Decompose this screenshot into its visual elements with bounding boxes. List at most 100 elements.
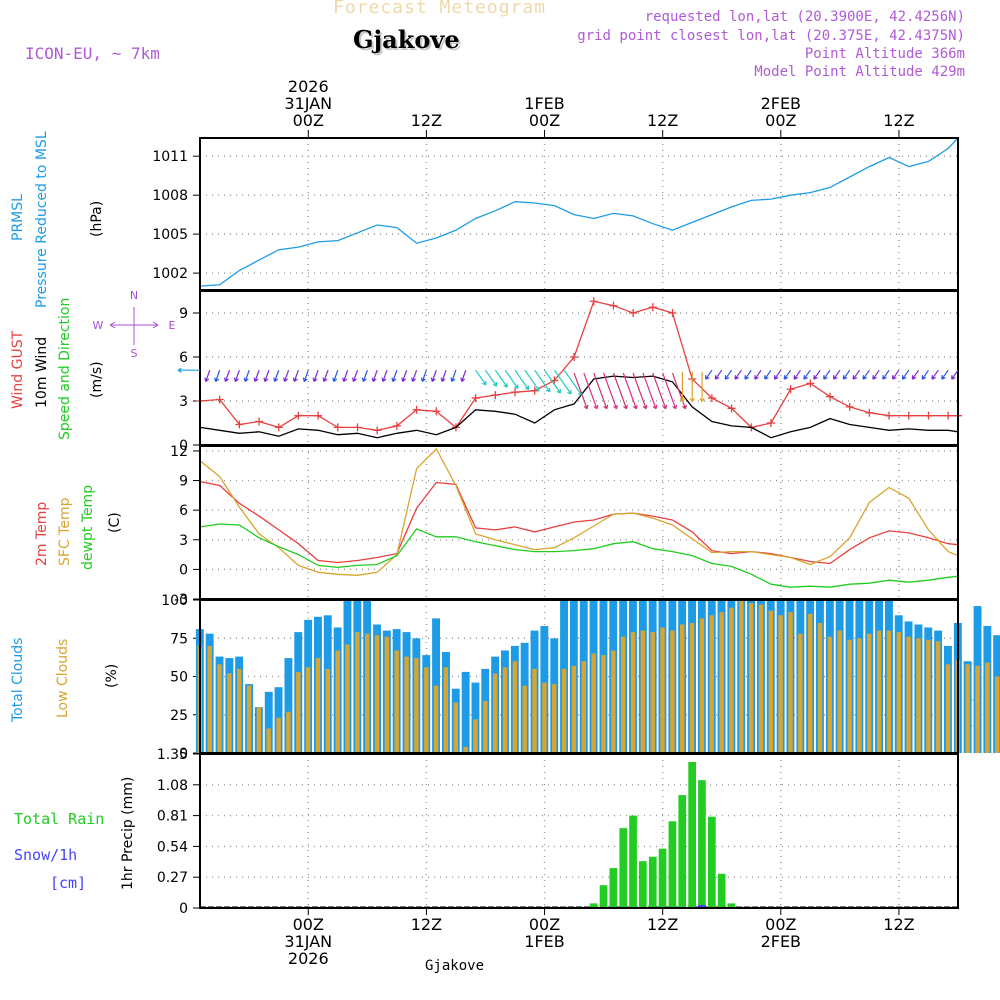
grid-location: grid point closest lon,lat (20.375E, 42.… — [577, 28, 965, 44]
low-cloud-bar — [650, 632, 655, 753]
title-top: Forecast Meteogram — [333, 0, 547, 18]
low-cloud-bar — [798, 633, 803, 753]
low-cloud-bar — [374, 635, 380, 753]
gust-marker — [904, 411, 913, 420]
series-line-2m-temp — [199, 480, 959, 565]
gust-marker — [865, 408, 874, 417]
rain-bar — [688, 762, 696, 908]
y-tick-label: 1008 — [152, 188, 188, 204]
wind-direction-arrow — [622, 372, 638, 410]
wind-direction-arrow — [632, 372, 648, 410]
gust-marker — [530, 386, 539, 395]
wind-direction-arrow — [391, 369, 398, 382]
point-altitude: Point Altitude 366m — [804, 46, 965, 62]
wind-direction-arrow — [342, 369, 349, 382]
low-cloud-bar — [630, 632, 636, 753]
rain-bar — [727, 903, 736, 908]
low-cloud-bar — [660, 627, 665, 753]
wind-direction-arrow — [485, 369, 498, 387]
low-cloud-bar — [808, 613, 813, 753]
y-tick-label: 3 — [179, 394, 188, 410]
gust-marker — [235, 420, 244, 429]
wind-direction-arrow — [783, 369, 792, 380]
low-cloud-bar — [237, 668, 242, 753]
wind-direction-arrow — [911, 369, 920, 380]
rain-bar — [658, 848, 667, 908]
wind-direction-arrow — [361, 369, 368, 382]
top-time-label: 12Z — [411, 111, 442, 130]
series-line-wind-gust — [199, 300, 958, 431]
top-time-label: 00Z — [529, 111, 560, 130]
wind-direction-arrow — [573, 372, 589, 410]
low-cloud-bar — [788, 612, 793, 753]
gust-marker — [944, 411, 953, 420]
wind-direction-arrow — [524, 369, 540, 392]
y-tick-label: 0.54 — [157, 839, 188, 855]
low-cloud-bar — [217, 664, 222, 753]
gust-marker — [589, 297, 598, 306]
low-cloud-bar — [935, 641, 941, 753]
low-cloud-bar — [571, 665, 577, 753]
gust-marker — [412, 405, 421, 414]
low-cloud-bar — [305, 667, 311, 753]
snow-unit: [cm] — [50, 874, 87, 892]
wind-direction-arrow — [901, 369, 910, 380]
wind-direction-arrow — [253, 369, 260, 382]
gust-marker — [570, 353, 579, 361]
footer-city: Gjakove — [425, 958, 485, 974]
panel-frame — [199, 137, 959, 291]
low-cloud-bar — [256, 707, 262, 753]
y-tick-label: 1.35 — [157, 747, 188, 763]
wind-direction-arrow — [862, 369, 870, 380]
total-cloud-bar — [264, 691, 273, 753]
wind-direction-arrow — [273, 369, 280, 382]
y-tick-label: 0 — [179, 438, 188, 454]
wind-direction-arrow — [283, 369, 290, 382]
wind-direction-arrow — [823, 369, 831, 380]
gust-marker — [471, 394, 480, 403]
low-cloud-bar — [542, 682, 547, 753]
low-cloud-bar — [355, 632, 360, 753]
wind-direction-arrow — [420, 369, 427, 382]
low-cloud-bar — [433, 685, 439, 753]
compass-south: S — [131, 347, 138, 360]
wind-direction-arrow — [302, 369, 309, 382]
wind-direction-arrow — [941, 369, 949, 380]
low-cloud-bar — [345, 644, 350, 753]
low-cloud-bar — [995, 676, 1000, 753]
low-cloud-bar — [325, 668, 330, 753]
wind-direction-arrow — [773, 369, 782, 380]
wind-direction-arrow — [612, 372, 628, 410]
low-cloud-bar — [916, 638, 921, 754]
low-cloud-bar — [296, 671, 301, 753]
low-cloud-bar — [689, 623, 695, 753]
rain-bar — [648, 856, 657, 908]
low-cloud-bar — [512, 661, 518, 753]
gust-marker — [845, 402, 854, 411]
series-line-prmsl — [199, 137, 959, 287]
rain-bar — [668, 821, 677, 908]
y-tick-label: 0 — [179, 562, 188, 578]
gust-marker — [806, 379, 815, 388]
snow-label: Snow/1h — [14, 846, 78, 864]
rain-bar — [698, 780, 706, 908]
wind-direction-arrow — [401, 369, 408, 382]
gust-marker — [511, 388, 520, 397]
wind-direction-arrow — [224, 369, 231, 382]
wind-direction-arrow — [754, 369, 762, 380]
wind-direction-arrow — [214, 369, 221, 382]
y-tick-label: 1002 — [152, 266, 188, 282]
wind-direction-arrow — [204, 369, 211, 382]
wind-direction-arrow — [352, 369, 359, 382]
low-cloud-bar — [817, 623, 823, 753]
low-cloud-bar — [896, 632, 901, 753]
panel-frame — [199, 290, 959, 446]
low-cloud-bar — [483, 701, 488, 753]
wind-direction-arrow — [593, 372, 609, 410]
y-tick-label: 1005 — [152, 227, 188, 243]
gust-marker — [314, 411, 323, 420]
low-cloud-bar — [640, 630, 645, 753]
y-tick-label: 1.08 — [157, 778, 188, 794]
wind-direction-arrow — [440, 369, 447, 382]
wind-direction-arrow — [494, 369, 508, 388]
